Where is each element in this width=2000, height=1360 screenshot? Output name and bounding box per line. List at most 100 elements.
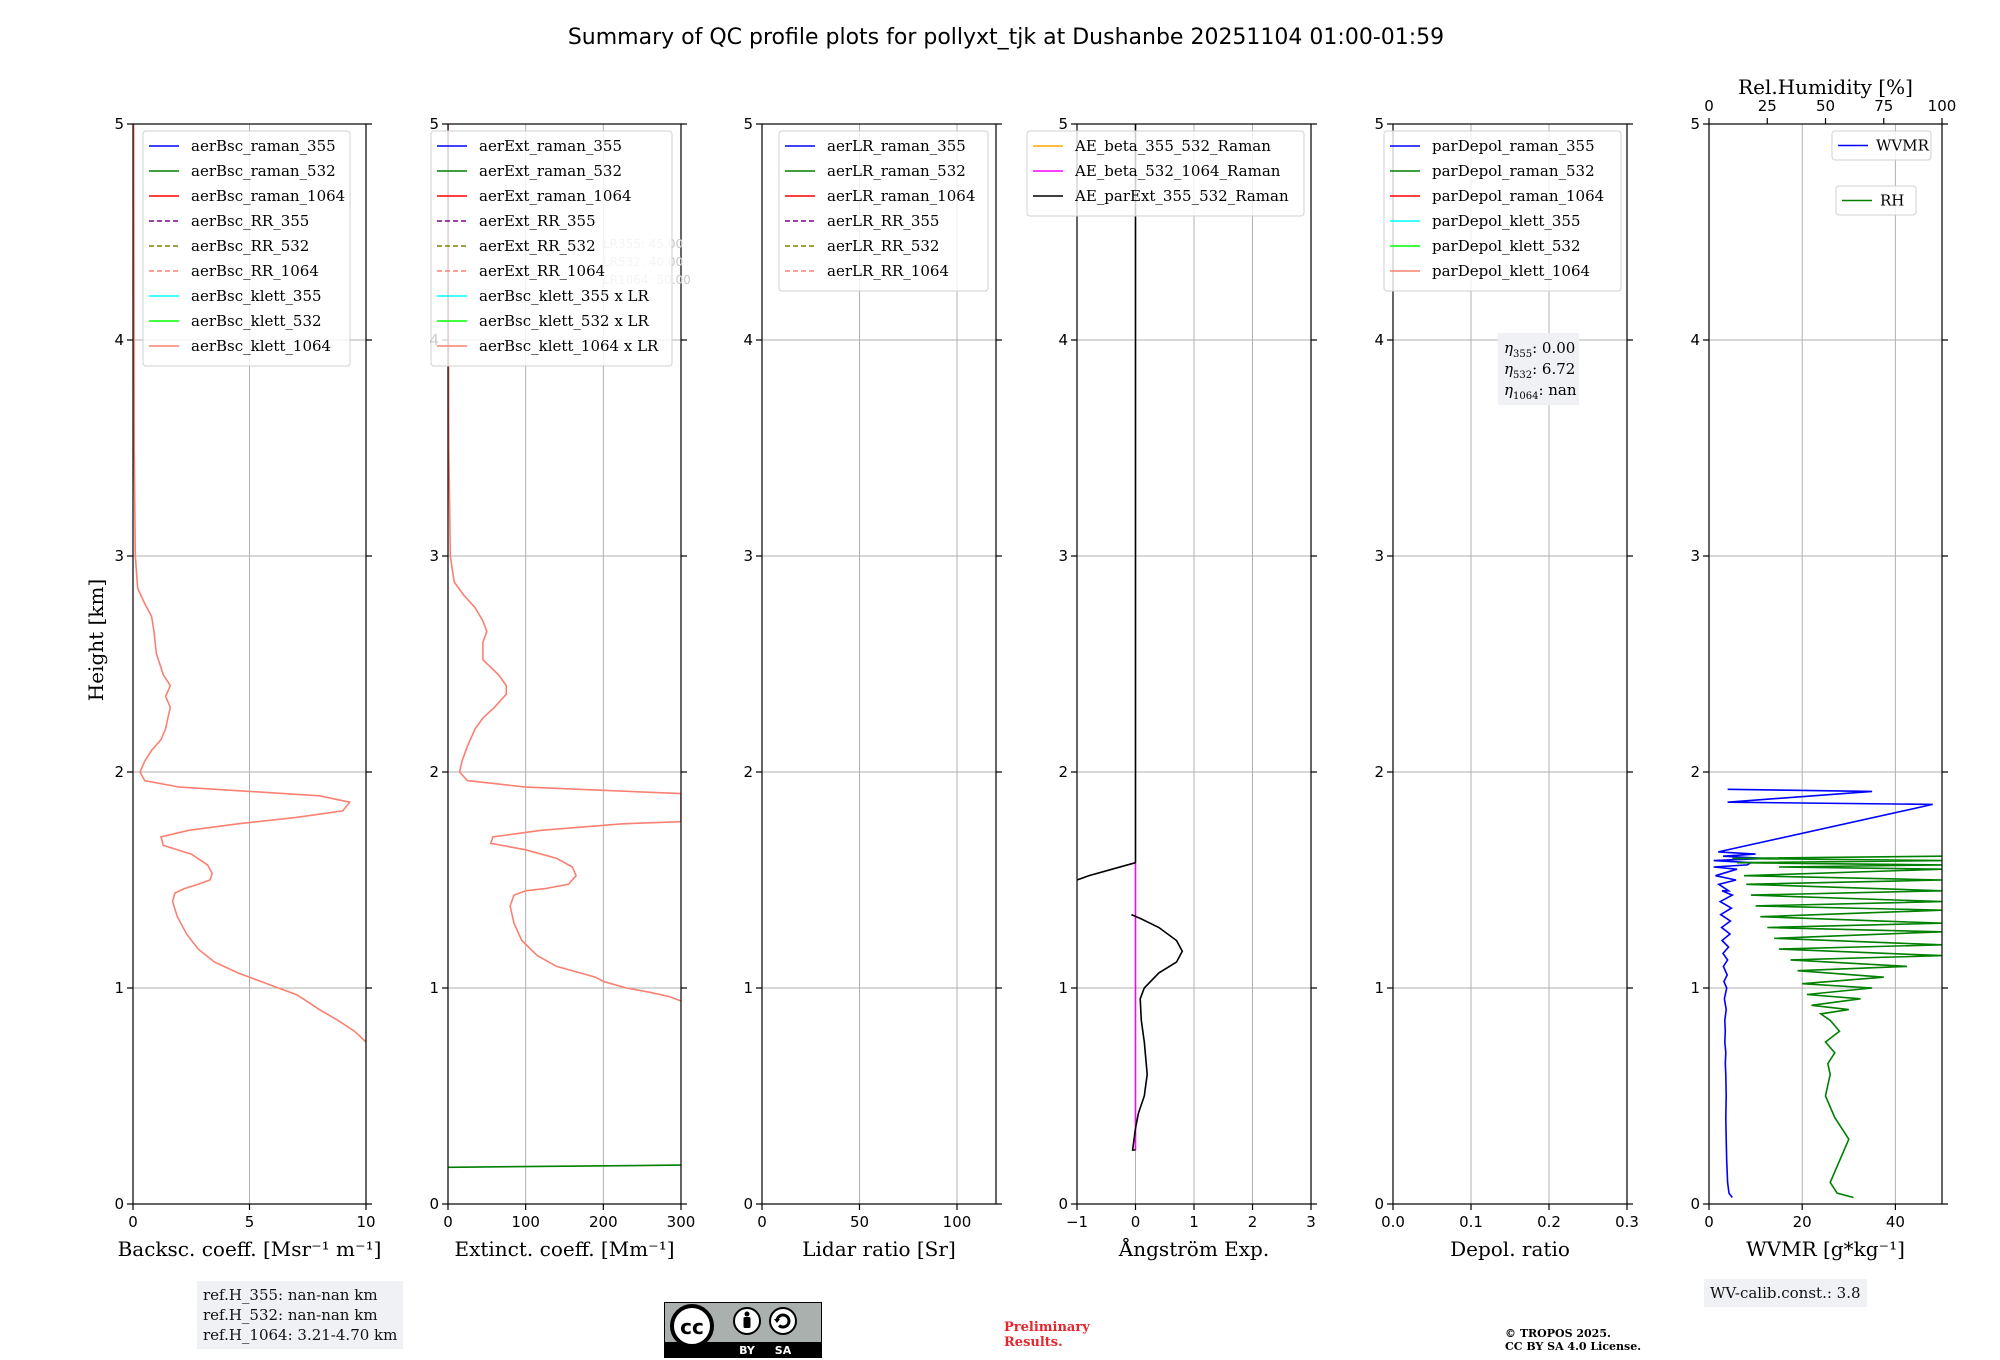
ref-height-532: ref.H_532: nan-nan km — [203, 1306, 378, 1324]
y-tick-label: 1 — [1690, 979, 1700, 997]
preliminary-line-2: Results. — [1004, 1335, 1063, 1350]
y-tick-label: 2 — [1058, 763, 1068, 781]
legend-label: aerExt_raman_532 — [479, 162, 622, 180]
y-tick-label: 4 — [1374, 331, 1384, 349]
panel-wv: 0 20 40 0 1 2 3 4 5 WVMR [g*kg⁻¹] 0 25 50 75 100 Rel.Hu… — [1690, 75, 1956, 1261]
y-tick-label: 4 — [1690, 331, 1700, 349]
x-tick-label: 0 — [443, 1213, 453, 1231]
legend-label: RH — [1880, 192, 1904, 210]
sa-icon — [769, 1307, 797, 1335]
legend-label: AE_beta_355_532_Raman — [1074, 137, 1271, 155]
series-group — [1077, 124, 1184, 1151]
y-tick-label: 3 — [743, 547, 753, 565]
x-tick-label: 0 — [1131, 1213, 1141, 1231]
y-tick-label: 2 — [743, 763, 753, 781]
y-tick-label: 1 — [1058, 979, 1068, 997]
x-tick-label: 100 — [943, 1213, 972, 1231]
x-tick-label: −1 — [1066, 1213, 1088, 1231]
legend-label: aerExt_RR_532 — [479, 237, 596, 255]
y-tick-label: 0 — [743, 1195, 753, 1213]
cc-logo-by: BY — [739, 1344, 756, 1357]
preliminary-results-label: Preliminary Results. — [1004, 1320, 1090, 1350]
y-tick-label: 5 — [429, 115, 439, 133]
eta-label: η1064: nan — [1504, 381, 1577, 402]
y-tick-label: 1 — [1374, 979, 1384, 997]
series-line-wvmr — [1713, 788, 1933, 1198]
legend-label: aerLR_raman_532 — [827, 162, 966, 180]
legend-label: parDepol_klett_1064 — [1432, 262, 1590, 280]
series-line-ae-parext-355-532-raman-seg-a- — [1077, 861, 1136, 881]
x-tick-label: 0.0 — [1381, 1213, 1405, 1231]
legend-label: aerBsc_klett_532 x LR — [479, 312, 650, 330]
legend-label: aerBsc_raman_1064 — [191, 187, 345, 205]
x-tick-label: 1 — [1189, 1213, 1199, 1231]
x-tick-label: 0 — [1704, 1213, 1714, 1231]
legend-label: aerExt_RR_1064 — [479, 262, 605, 280]
cc-icon — [670, 1304, 714, 1348]
y-tick-label: 3 — [1690, 547, 1700, 565]
x-tick-label: 0.3 — [1615, 1213, 1639, 1231]
y-tick-label: 2 — [1374, 763, 1384, 781]
y-tick-label: 2 — [1690, 763, 1700, 781]
reference-height-box: ref.H_355: nan-nan km ref.H_532: nan-nan… — [197, 1281, 404, 1349]
y-tick-label: 0 — [1690, 1195, 1700, 1213]
y-tick-label: 0 — [1058, 1195, 1068, 1213]
y-tick-label: 5 — [1690, 115, 1700, 133]
plot-frame — [761, 123, 997, 1205]
y-tick-label: 5 — [114, 115, 124, 133]
x-tick-label: 0.1 — [1459, 1213, 1483, 1231]
x-tick-label: 0 — [757, 1213, 767, 1231]
x-axis-label: Ångström Exp. — [1118, 1236, 1269, 1261]
y-tick-label: 5 — [1374, 115, 1384, 133]
top-axis-label: Rel.Humidity [%] — [1738, 75, 1913, 99]
legend-box — [1383, 130, 1622, 292]
y-tick-label: 0 — [1374, 1195, 1384, 1213]
x-tick-label: 300 — [667, 1213, 696, 1231]
y-tick-label: 3 — [1374, 547, 1384, 565]
panel-bsc: 0 5 10 0 1 2 3 4 5 Backsc. coeff. [Msr⁻¹ m⁻¹] aerB… — [114, 115, 381, 1261]
legend-label: AE_parExt_355_532_Raman — [1074, 187, 1289, 205]
y-tick-label: 1 — [743, 979, 753, 997]
series-group — [1713, 788, 1942, 1199]
wv-calibration-box: WV-calib.const.: 3.8 — [1704, 1279, 1867, 1307]
y-tick-label: 2 — [429, 763, 439, 781]
legend-label: aerBsc_klett_1064 x LR — [479, 337, 659, 355]
panel-dep: 0.0 0.1 0.2 0.3 0 1 2 3 4 5 Depol. ratio parDepol_r… — [1374, 115, 1638, 1261]
y-tick-label: 3 — [1058, 547, 1068, 565]
legend-label: aerBsc_klett_532 — [191, 312, 322, 330]
panel-ext: 0100200300012345Extinct. coeff. [Mm⁻¹]LR… — [429, 115, 695, 1261]
preliminary-line-1: Preliminary — [1004, 1320, 1090, 1335]
plot-frame — [1392, 123, 1628, 1205]
y-tick-label: 1 — [114, 979, 124, 997]
x-tick-label: 0.2 — [1537, 1213, 1561, 1231]
legend-label: aerLR_RR_1064 — [827, 262, 949, 280]
legend-label: aerBsc_raman_355 — [191, 137, 336, 155]
legend-label: aerBsc_RR_355 — [191, 212, 309, 230]
copyright-line-2: CC BY SA 4.0 License. — [1505, 1340, 1642, 1353]
legend-label: aerLR_raman_355 — [827, 137, 966, 155]
x-tick-label: 100 — [511, 1213, 540, 1231]
series-line-ae-parext-355-532-raman-seg-b- — [1131, 913, 1184, 1151]
y-tick-label: 5 — [743, 115, 753, 133]
legend-label: AE_beta_532_1064_Raman — [1074, 162, 1281, 180]
cc-logo-sa: SA — [775, 1344, 792, 1357]
legend-label: WVMR — [1876, 137, 1930, 155]
x-tick-label: 200 — [589, 1213, 618, 1231]
legend-label: parDepol_klett_532 — [1432, 237, 1581, 255]
legend-box — [1835, 185, 1917, 216]
legend-label: aerLR_RR_355 — [827, 212, 939, 230]
y-tick-label: 4 — [1058, 331, 1068, 349]
legend-label: aerExt_raman_1064 — [479, 187, 632, 205]
legend-label: aerBsc_RR_1064 — [191, 262, 319, 280]
y-tick-label: 3 — [114, 547, 124, 565]
cc-by-sa-logo: cc BY SA — [664, 1302, 822, 1358]
legend-label: aerBsc_RR_532 — [191, 237, 309, 255]
series-group — [133, 124, 366, 1043]
series-line-aerbsc-klett-1064-x-lr — [448, 124, 681, 1002]
x-tick-label: 2 — [1248, 1213, 1258, 1231]
figure-title: Summary of QC profile plots for pollyxt_… — [568, 25, 1444, 50]
legend-label: aerBsc_klett_1064 — [191, 337, 331, 355]
top-x-tick-label: 0 — [1704, 97, 1714, 115]
x-tick-label: 20 — [1793, 1213, 1812, 1231]
